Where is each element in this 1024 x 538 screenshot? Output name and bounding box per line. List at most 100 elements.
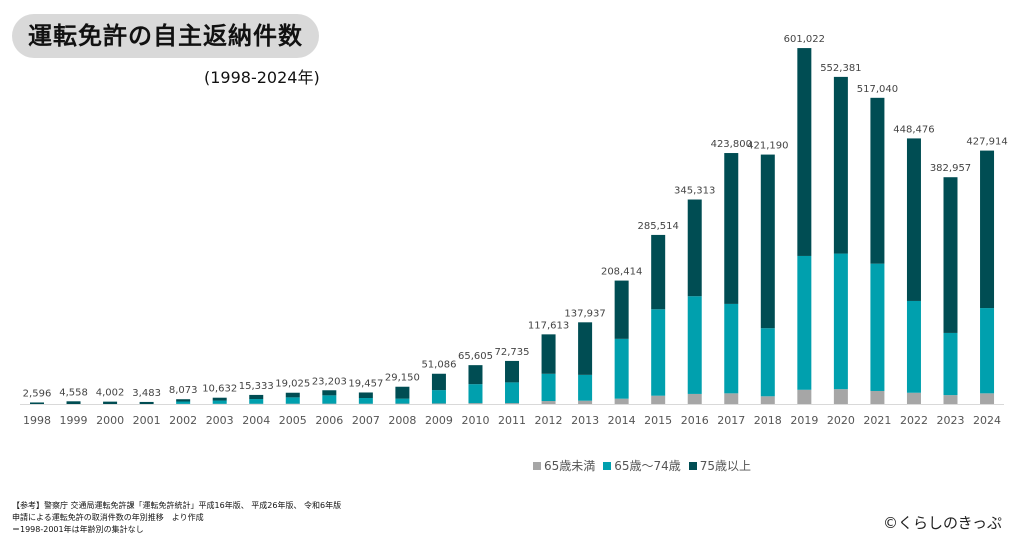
data-label: 552,381 [820,63,861,74]
x-tick-label: 2013 [571,414,599,427]
data-label: 137,937 [564,308,605,319]
bar-segment [687,199,702,297]
data-label: 448,476 [893,124,934,135]
bar-segment [322,390,337,396]
bar-segment [431,390,446,404]
x-tick-label: 2002 [169,414,197,427]
bar-segment [797,48,812,256]
bar-segment [285,397,300,404]
stacked-bar-chart: 2,596 1998 4,558 1999 4,002 2000 3,483 2001 8,07… [20,34,1008,427]
bar-segment [687,393,702,404]
legend-label: 65歳未満 [543,459,596,473]
legend: 65歳未満 65歳～74歳 75歳以上 [0,457,1024,474]
data-label: 427,914 [966,137,1007,148]
x-tick-label: 2007 [352,414,380,427]
data-label: 117,613 [528,320,569,331]
legend-item: 65歳～74歳 [603,457,681,474]
bar-segment [980,393,995,404]
data-label: 423,800 [711,139,752,150]
data-label: 19,025 [275,379,310,390]
x-tick-label: 2004 [242,414,270,427]
bar-segment [30,402,44,404]
x-tick-label: 2003 [206,414,234,427]
x-tick-label: 2000 [96,414,124,427]
legend-item: 75歳以上 [688,457,752,474]
bar-segment [103,401,118,404]
bar-segment [468,384,483,404]
bar-segment [651,309,666,396]
bar-segment [285,392,300,398]
data-label: 51,086 [421,360,456,371]
data-label: 382,957 [930,163,971,174]
bar-segment [980,150,995,309]
bar-segment [395,398,410,404]
bar-segment [66,401,81,404]
bar-segment [468,365,483,385]
bar-segment [906,392,921,404]
x-tick-label: 2015 [644,414,672,427]
bar-segment [541,401,556,404]
bar-segment [578,400,593,404]
x-tick-label: 2023 [937,414,965,427]
bar-segment [797,255,812,390]
x-tick-label: 2010 [461,414,489,427]
x-tick-label: 2006 [315,414,343,427]
bar-segment [431,373,446,391]
bar-segment [249,399,264,404]
x-tick-label: 2020 [827,414,855,427]
bar-segment [614,338,629,399]
data-label: 72,735 [495,347,530,358]
copyright: ©くらしのきっぷ [883,514,1002,532]
data-label: 10,632 [202,384,237,395]
x-tick-label: 2005 [279,414,307,427]
legend-label: 75歳以上 [699,459,752,473]
bar-segment [212,397,227,401]
note-line: 【参考】警察庁 交通局運転免許課「運転免許統計」平成16年版、 平成26年版、 … [12,501,342,510]
bar-segment [505,403,520,404]
bar-segment [395,386,410,399]
data-label: 15,333 [239,381,274,392]
bar-segment [541,334,556,374]
bar-segment [724,393,739,404]
bar-segment [505,360,520,383]
x-tick-label: 2017 [717,414,745,427]
bar-segment [249,394,264,400]
note-line: ＝1998-2001年は年齢別の集計なし [12,525,144,534]
bar-segment [578,374,593,401]
data-label: 19,457 [348,378,383,389]
bar-segment [614,398,629,404]
bar-segment [358,392,373,399]
x-tick-label: 2018 [754,414,782,427]
bar-segment [833,389,848,404]
legend-label: 65歳～74歳 [614,459,681,473]
bar-segment [505,382,520,404]
bar-segment [578,322,593,375]
data-label: 421,190 [747,141,788,152]
x-tick-label: 1998 [23,414,51,427]
data-label: 23,203 [312,376,347,387]
bar-segment [870,390,885,404]
data-label: 8,073 [169,385,198,396]
data-label: 601,022 [784,34,825,45]
legend-swatch [532,462,541,470]
data-label: 208,414 [601,267,642,278]
note-line: 申請による運転免許の取消件数の年別推移 より作成 [12,513,204,522]
bar-segment [833,76,848,254]
bar-segment [651,234,666,310]
chart-subtitle: (1998-2024年) [204,68,320,87]
bar-segment [687,296,702,394]
x-tick-label: 2011 [498,414,526,427]
bar-segment [724,303,739,394]
bar-segment [431,403,446,404]
source-notes: 【参考】警察庁 交通局運転免許課「運転免許統計」平成16年版、 平成26年版、 … [12,500,341,536]
bar-segment [176,401,191,404]
bar-segment [943,332,958,396]
bar-segment [760,154,775,329]
bar-segment [760,328,775,397]
legend-swatch [603,462,612,470]
bar-segment [943,177,958,333]
data-label: 3,483 [132,388,161,399]
data-label: 517,040 [857,84,898,95]
bar-segment [724,153,739,304]
bar-segment [906,300,921,393]
